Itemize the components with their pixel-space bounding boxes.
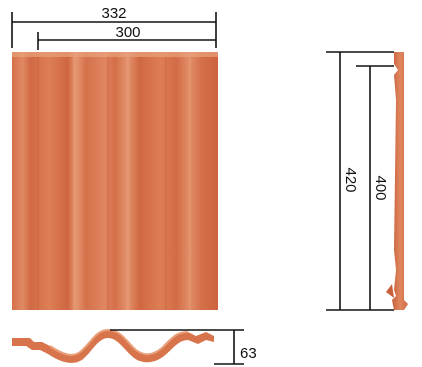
tile-profile-view	[12, 328, 214, 363]
overall-length-label: 420	[342, 167, 359, 192]
overall-width-label: 332	[101, 5, 126, 22]
profile-height-dimension: 63	[110, 329, 257, 365]
cover-width-label: 300	[115, 24, 140, 41]
tile-side-view	[386, 52, 408, 310]
cover-length-label: 400	[372, 175, 389, 200]
overall-width-dimension: 332	[11, 5, 217, 48]
overall-length-dimension: 420	[326, 51, 394, 311]
profile-height-label: 63	[240, 345, 257, 362]
tile-face-view	[12, 52, 218, 310]
cover-length-dimension: 400	[356, 65, 394, 310]
cover-width-dimension: 300	[37, 24, 216, 50]
